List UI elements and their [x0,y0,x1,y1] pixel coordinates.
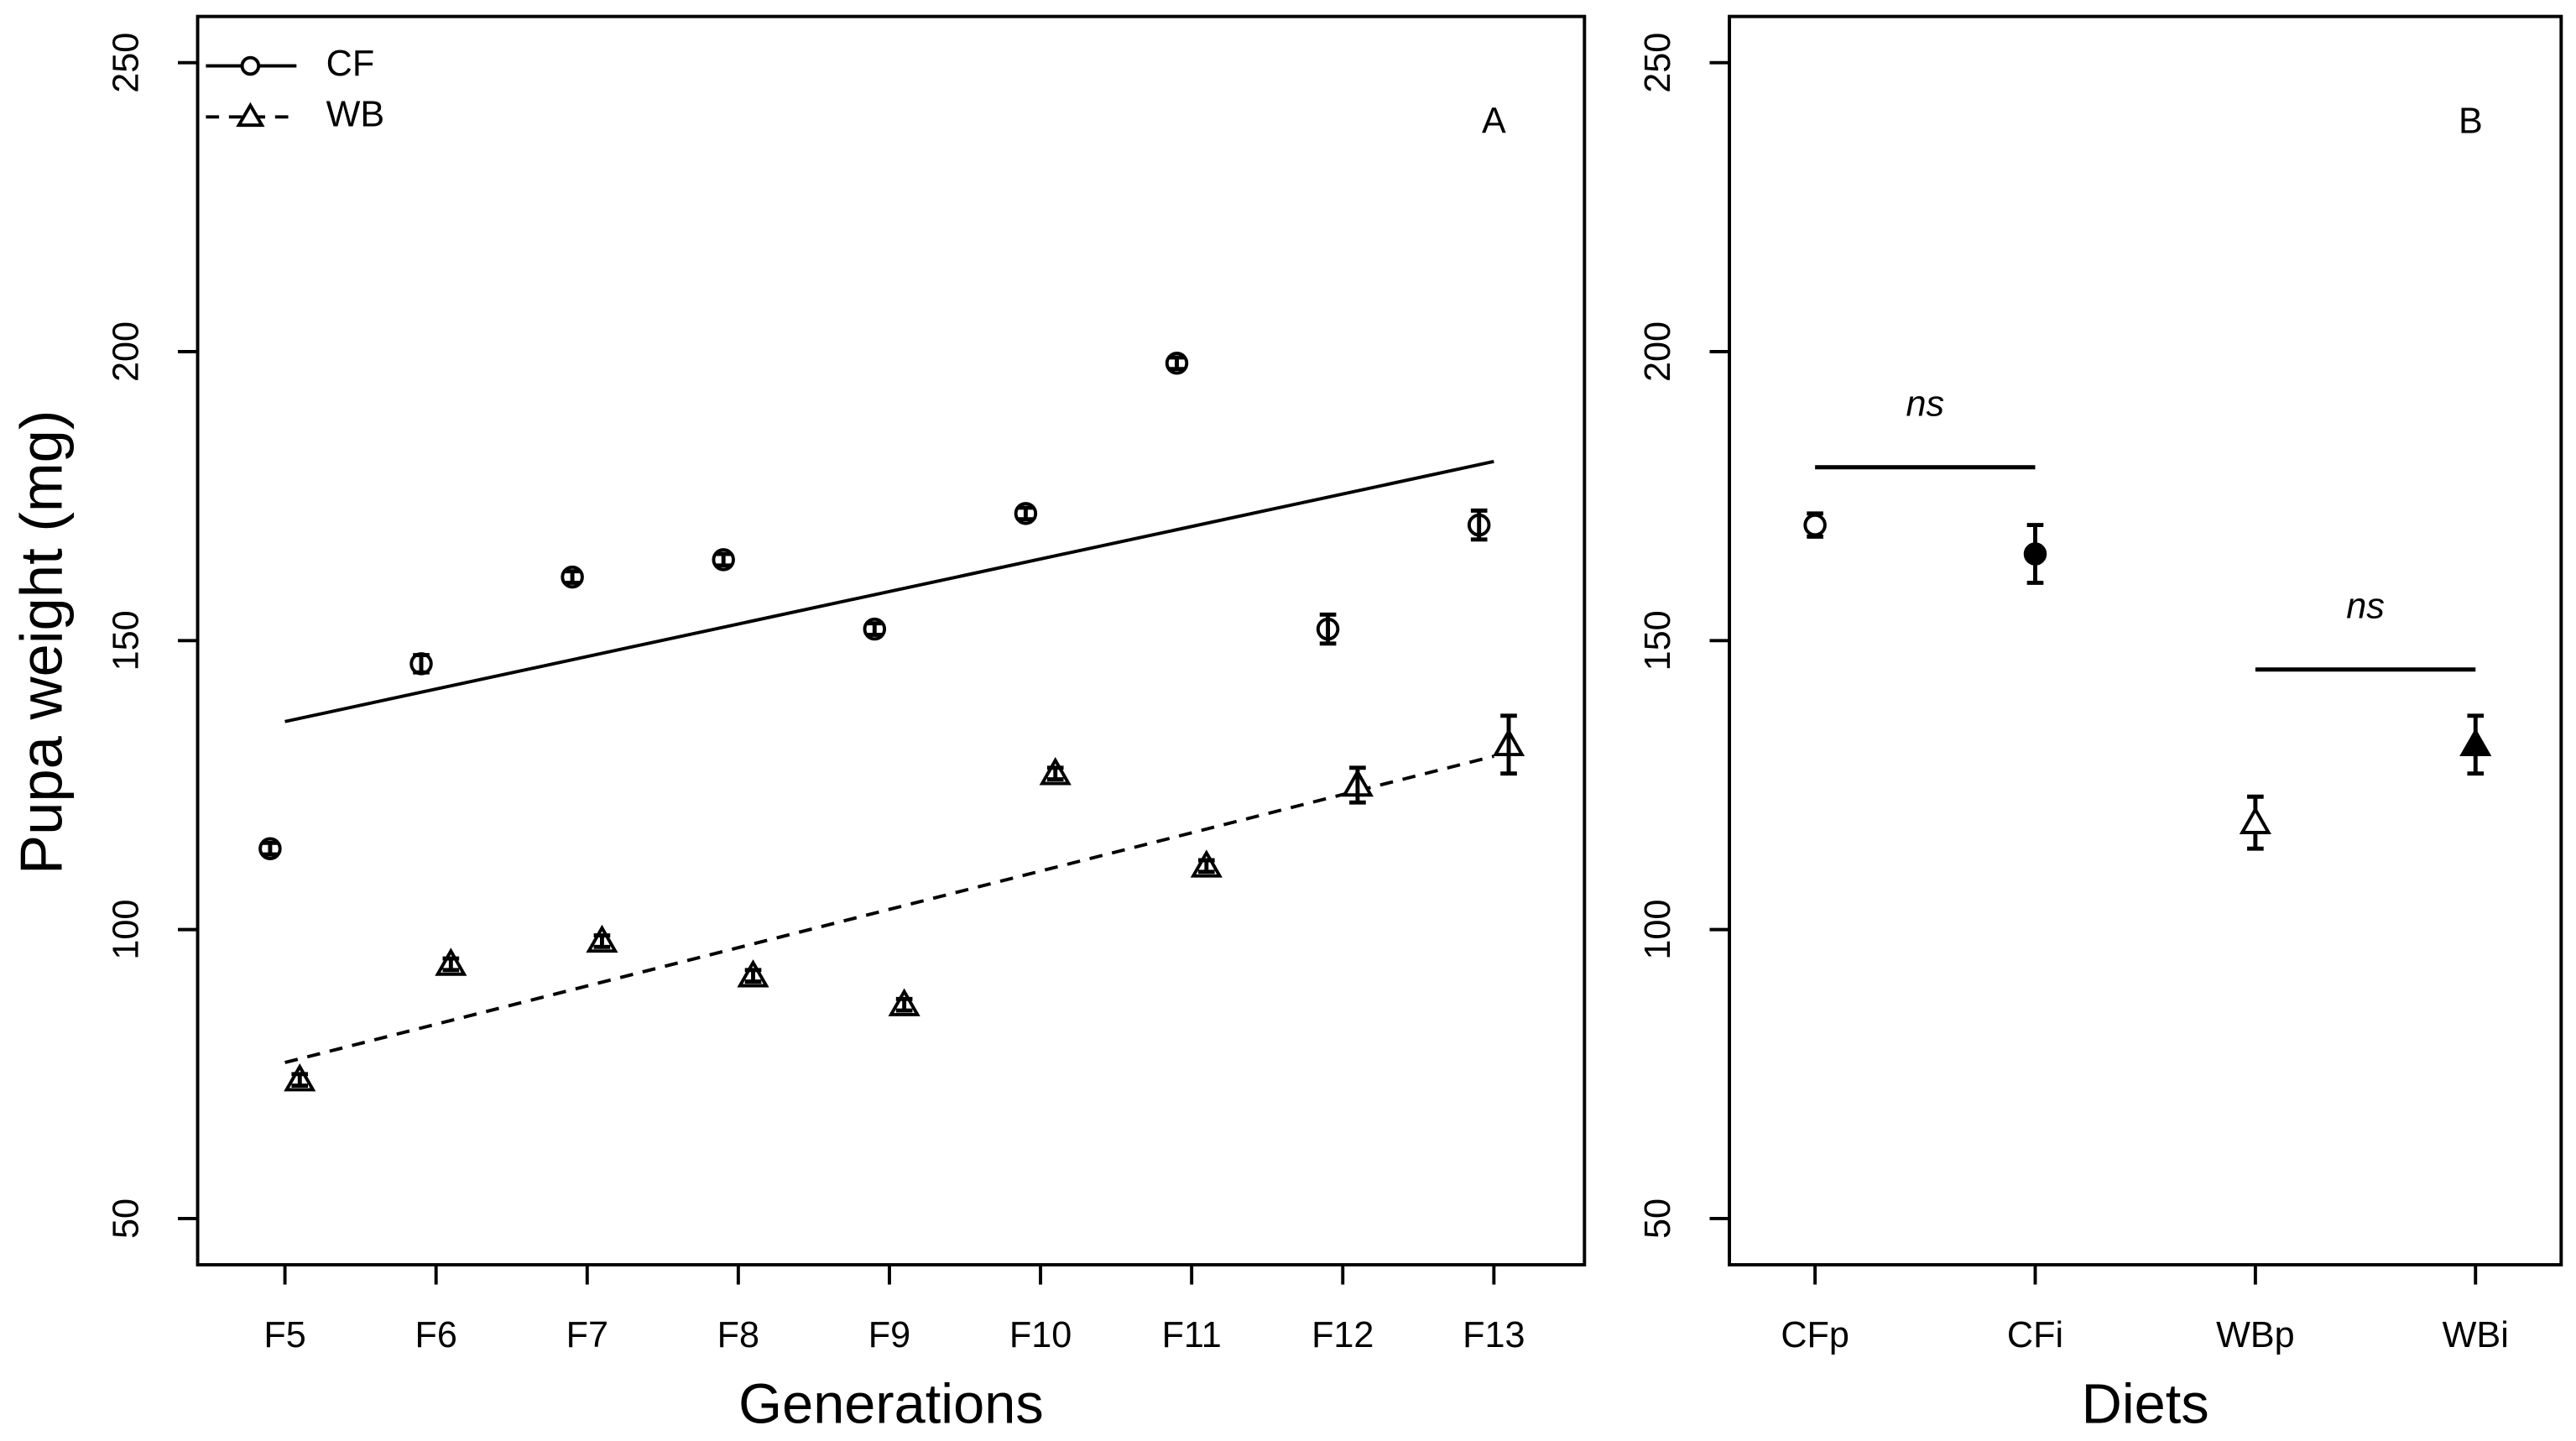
significance-label: ns [1906,384,1945,425]
y-tick-label: 50 [1638,1198,1678,1239]
x-tick-label: F10 [1009,1315,1072,1355]
x-tick-label: F5 [263,1315,305,1355]
trend-line [284,754,1494,1064]
y-tick-label: 150 [107,610,147,671]
y-tick-label: 250 [1638,33,1678,93]
legend-marker [240,55,261,76]
x-tick-label: CFi [2007,1315,2063,1355]
x-axis-title: Diets [2082,1373,2209,1435]
plot-frame [1728,14,2563,1266]
x-tick-label: F12 [1311,1315,1374,1355]
error-bar [262,840,279,857]
y-tick-label: 100 [107,900,147,960]
error-bar [1046,765,1064,782]
y-tick-label: 250 [107,33,147,93]
y-tick-label: 50 [107,1198,147,1239]
error-bar [1500,713,1517,776]
circle-marker [1803,513,1827,537]
x-tick-label: CFp [1781,1315,1849,1355]
significance-label: ns [2346,587,2385,627]
y-tick-label: 150 [1638,610,1678,671]
x-tick-label: F7 [566,1315,608,1355]
error-bar [895,996,913,1013]
legend-marker [236,102,265,128]
error-bar [1198,858,1215,875]
error-bar [564,569,581,585]
y-tick-label: 200 [1638,321,1678,382]
x-tick-label: F9 [868,1315,910,1355]
legend-label: CF [326,44,375,84]
x-tick-label: F11 [1162,1315,1222,1355]
error-bar [1319,612,1337,646]
y-tick-label: 200 [107,321,147,382]
x-axis-title: Generations [738,1373,1044,1435]
circle-marker [2023,542,2047,566]
error-bar [866,621,884,637]
error-bar [1017,505,1035,522]
x-tick-label: F8 [717,1315,759,1355]
legend-label: WB [326,95,385,135]
panel-label: B [2459,102,2483,142]
triangle-marker [2459,728,2492,757]
x-tick-label: F13 [1463,1315,1525,1355]
error-bar [413,653,430,675]
error-bar [291,1072,309,1089]
error-bar [442,956,460,973]
x-tick-label: WBp [2216,1315,2295,1355]
triangle-marker [2239,806,2271,834]
error-bar [744,968,762,984]
x-tick-label: F6 [415,1315,456,1355]
error-bar [593,933,611,949]
trend-line [284,459,1494,723]
error-bar [1349,765,1366,805]
plot-frame [196,14,1587,1266]
y-tick-label: 100 [1638,900,1678,960]
panel-label: A [1482,102,1506,142]
error-bar [1168,355,1186,372]
x-tick-label: WBi [2443,1315,2509,1355]
error-bar [715,551,733,568]
error-bar [1470,508,1488,542]
y-axis-title: Pupa weight (mg) [8,410,75,875]
